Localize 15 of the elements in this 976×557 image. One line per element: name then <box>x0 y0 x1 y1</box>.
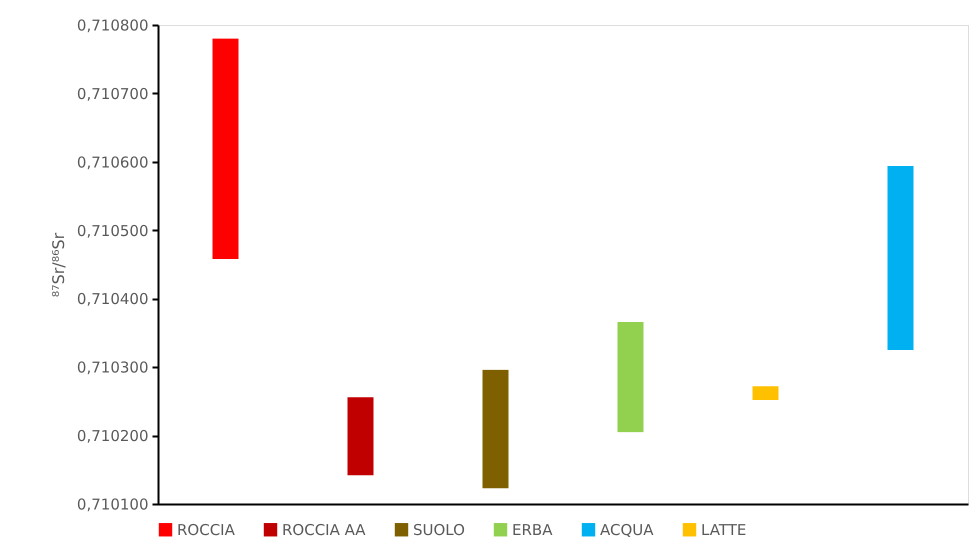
y-tick-label: 0,710600 <box>76 153 148 172</box>
y-tick-label: 0,710500 <box>76 222 148 240</box>
legend-label: ROCCIA AA <box>282 520 366 539</box>
legend-label: ERBA <box>512 520 554 539</box>
legend-label: ROCCIA <box>177 520 236 539</box>
y-tick-label: 0,710200 <box>76 427 148 446</box>
legend-label: SUOLO <box>413 520 465 539</box>
y-tick-label: 0,710700 <box>76 84 148 103</box>
y-tick-label: 0,710300 <box>76 358 148 377</box>
y-tick-label: 0,710100 <box>76 496 148 514</box>
y-axis-title: ⁸⁷Sr/⁸⁶Sr <box>48 232 68 298</box>
legend-label: LATTE <box>701 520 746 539</box>
y-tick-label: 0,710800 <box>76 16 148 34</box>
legend-label: ACQUA <box>600 520 654 539</box>
y-tick-label: 0,710400 <box>76 290 148 308</box>
